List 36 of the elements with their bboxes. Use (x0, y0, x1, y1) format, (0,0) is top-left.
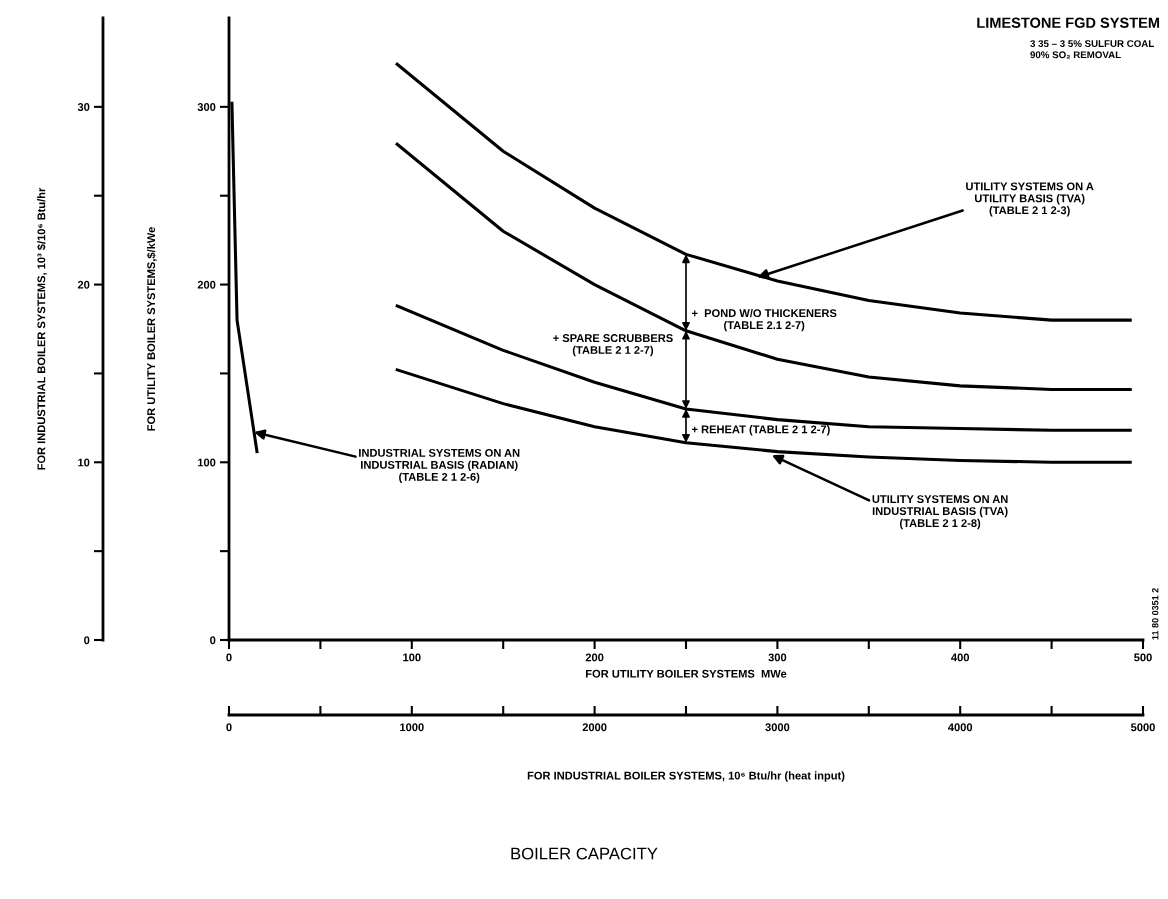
chart-title: LIMESTONE FGD SYSTEM (977, 17, 1160, 28)
annotation: INDUSTRIAL SYSTEMS ON AN INDUSTRIAL BASIS (RADIAN) (TABLE 2 1 2-6) (359, 448, 520, 483)
x2-tick-label: 1000 (400, 723, 424, 732)
line-series (395, 142, 1132, 391)
x-tick-label: 200 (585, 653, 604, 662)
y-tick-label: 100 (198, 458, 216, 467)
x2-tick-label: 4000 (948, 723, 973, 732)
x2-tick-label: 0 (226, 723, 232, 732)
x-tick-label: 500 (1134, 653, 1152, 662)
y2-tick-label: 10 (78, 458, 90, 467)
x-tick-label: 300 (768, 653, 787, 662)
annotation: + POND W/O THICKENERS (TABLE 2.1 2-7) (691, 308, 837, 332)
y-tick-label: 300 (197, 103, 216, 112)
line-series (395, 62, 1132, 322)
annotation: UTILITY SYSTEMS ON A UTILITY BASIS (TVA) (TABLE 2 1 2-3) (966, 182, 1094, 217)
annotation: + SPARE SCRUBBERS (TABLE 2 1 2-7) (553, 334, 673, 357)
y2-tick-label: 30 (77, 103, 90, 112)
x-tick-label: 400 (951, 653, 970, 662)
y-axis-title: FOR UTILITY BOILER SYSTEMS,$/kWe (146, 227, 157, 431)
x-tick-label: 0 (226, 653, 232, 662)
annotation: + REHEAT (TABLE 2 1 2-7) (691, 425, 830, 436)
x2-tick-label: 5000 (1130, 723, 1155, 732)
text: BOILER CAPACITY (511, 847, 658, 860)
y2-tick-label: 0 (84, 636, 90, 645)
y-tick-label: 200 (197, 280, 216, 289)
annotation: UTILITY SYSTEMS ON AN INDUSTRIAL BASIS (TVA) (TABLE 2 1 2-8) (872, 495, 1008, 530)
x-tick-label: 100 (403, 653, 421, 662)
x2-tick-label: 2000 (582, 723, 607, 732)
y-tick-label: 0 (210, 636, 216, 645)
x2-tick-label: 3000 (765, 723, 790, 732)
text: 3 35 – 3 5% SULFUR COAL 90% SO₂ REMOVAL (1030, 40, 1154, 59)
x2-axis-title: FOR INDUSTRIAL BOILER SYSTEMS, 10⁶ Btu/hr (heat input) (527, 771, 845, 782)
text: 11 80 0351 2 (1152, 588, 1159, 640)
y2-axis-title: FOR INDUSTRIAL BOILER SYSTEMS, 10³ $/10⁶ Btu/hr (36, 187, 47, 470)
x-axis-title: FOR UTILITY BOILER SYSTEMS MWe (586, 669, 787, 678)
y2-tick-label: 20 (77, 280, 90, 289)
